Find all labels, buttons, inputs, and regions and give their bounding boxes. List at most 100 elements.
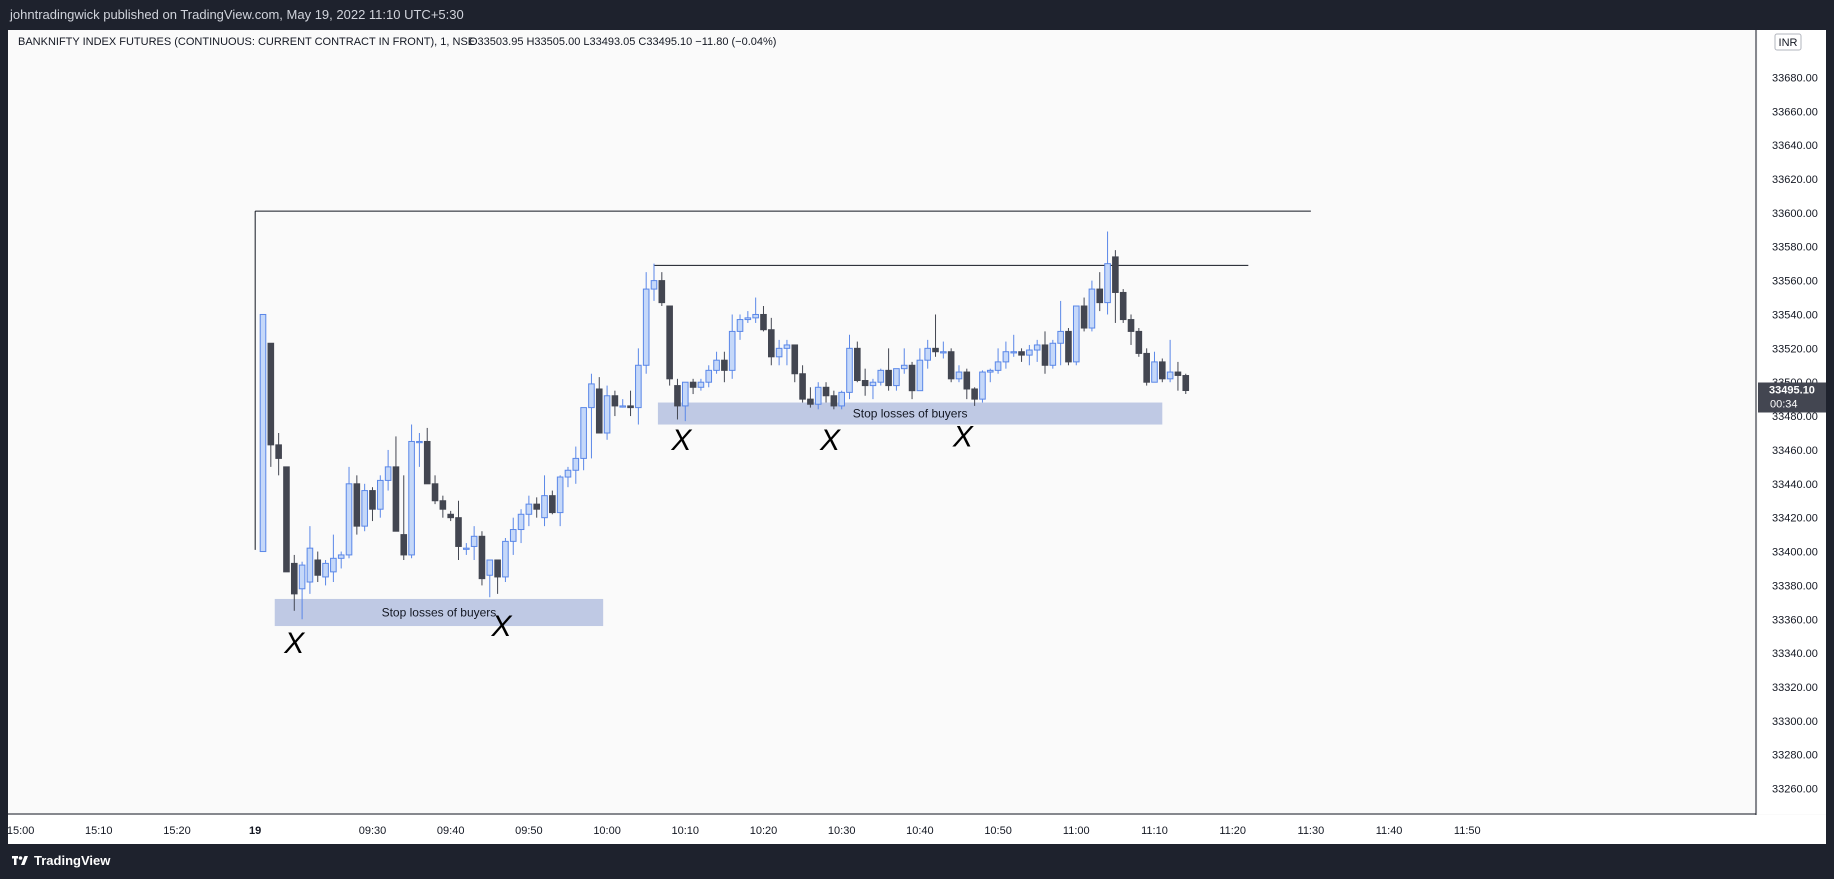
candle-body	[377, 479, 384, 510]
currency-label: INR	[1779, 37, 1798, 49]
candle	[728, 314, 736, 379]
candle	[283, 466, 290, 573]
candle-body	[603, 395, 611, 434]
candle-body	[940, 351, 947, 354]
candle-body	[689, 381, 697, 388]
candle-body	[283, 466, 290, 573]
candle	[642, 272, 650, 374]
candle	[955, 365, 963, 383]
candle	[525, 495, 533, 527]
candle-body	[463, 547, 470, 550]
candle	[306, 526, 314, 594]
candle-body	[681, 381, 689, 407]
candle-body	[447, 513, 454, 519]
price-tick-label: 33360.00	[1772, 614, 1818, 626]
candle-body	[509, 529, 517, 542]
candle	[416, 433, 423, 467]
candle-body	[275, 444, 282, 459]
candle-body	[314, 559, 322, 576]
candle-body	[877, 369, 885, 383]
candle	[1119, 289, 1127, 323]
candle	[760, 306, 767, 332]
candle-body	[721, 359, 728, 371]
candle	[447, 510, 454, 522]
stop-loss-zone: Stop losses of buyers	[657, 402, 1163, 425]
candle	[580, 407, 587, 471]
price-tick-label: 33540.00	[1772, 309, 1818, 321]
candle	[971, 387, 978, 406]
time-tick-label: 09:30	[359, 825, 387, 837]
candle	[478, 531, 486, 586]
candle	[572, 446, 580, 484]
candle	[916, 348, 924, 392]
candle	[775, 339, 783, 366]
candle-body	[760, 313, 767, 331]
candle-body	[1088, 288, 1096, 329]
candle-body	[885, 369, 892, 387]
candle	[267, 342, 275, 467]
candle-body	[1018, 351, 1025, 356]
candle-body	[799, 373, 806, 400]
candle	[314, 551, 322, 583]
price-tick-label: 33520.00	[1772, 343, 1818, 355]
time-tick-label: 10:40	[906, 825, 934, 837]
candle-body	[470, 535, 478, 547]
candlestick-chart[interactable]: Stop losses of buyers Stop losses of buye…	[7, 30, 1826, 844]
candle	[854, 341, 861, 383]
price-axis[interactable]	[1758, 30, 1826, 814]
candle-body	[814, 386, 822, 405]
candle-body	[627, 405, 634, 409]
time-tick-label: 09:40	[437, 825, 465, 837]
time-tick-label: 11:40	[1376, 825, 1403, 837]
candle	[408, 424, 415, 559]
candle-body	[1166, 371, 1174, 380]
candle-body	[979, 371, 986, 400]
candle-body	[1049, 342, 1057, 366]
candle-body	[556, 476, 564, 514]
candle	[611, 390, 619, 417]
candle	[947, 348, 955, 383]
candle	[470, 526, 478, 561]
candle-body	[830, 395, 838, 407]
candle	[517, 509, 525, 544]
candle	[486, 559, 494, 598]
candle	[259, 313, 267, 553]
time-axis[interactable]	[8, 815, 1826, 844]
candle	[1080, 297, 1088, 332]
tradingview-logo-icon	[12, 855, 28, 865]
candle-body	[744, 317, 752, 321]
candle-body	[431, 483, 439, 502]
price-tick-label: 33380.00	[1772, 580, 1818, 592]
candle-body	[533, 503, 541, 510]
currency-badge[interactable]: INR	[1774, 33, 1802, 51]
price-tick-label: 33420.00	[1772, 513, 1818, 525]
time-tick-label: 10:30	[828, 825, 856, 837]
legend-symbol: BANKNIFTY INDEX FUTURES (CONTINUOUS: CUR…	[18, 36, 475, 48]
time-tick-label: 11:00	[1063, 825, 1090, 837]
time-tick-label: 15:20	[163, 825, 191, 837]
time-tick-label: 10:10	[672, 825, 700, 837]
candle	[603, 385, 611, 440]
candle	[1057, 300, 1064, 366]
candle-body	[486, 559, 494, 576]
candle-body	[384, 466, 392, 481]
candle-body	[564, 469, 572, 478]
candle	[564, 466, 572, 488]
time-tick-label: 11:10	[1141, 825, 1168, 837]
candle	[455, 500, 462, 561]
candle	[361, 483, 368, 532]
candle-body	[345, 483, 353, 556]
x-mark: X	[491, 610, 513, 643]
candle-body	[947, 351, 955, 380]
bar-countdown: 00:34	[1770, 399, 1798, 411]
tradingview-brand[interactable]: TradingView	[12, 853, 110, 868]
candle	[556, 475, 564, 527]
candle-body	[541, 495, 548, 519]
candle-body	[1072, 305, 1080, 363]
time-tick-label: 15:00	[8, 825, 34, 837]
price-tick-label: 33680.00	[1772, 72, 1818, 84]
candle	[697, 378, 705, 391]
candle-body	[619, 405, 627, 408]
candle-body	[572, 457, 580, 471]
chart-frame: Stop losses of buyers Stop losses of buye…	[7, 30, 1826, 844]
